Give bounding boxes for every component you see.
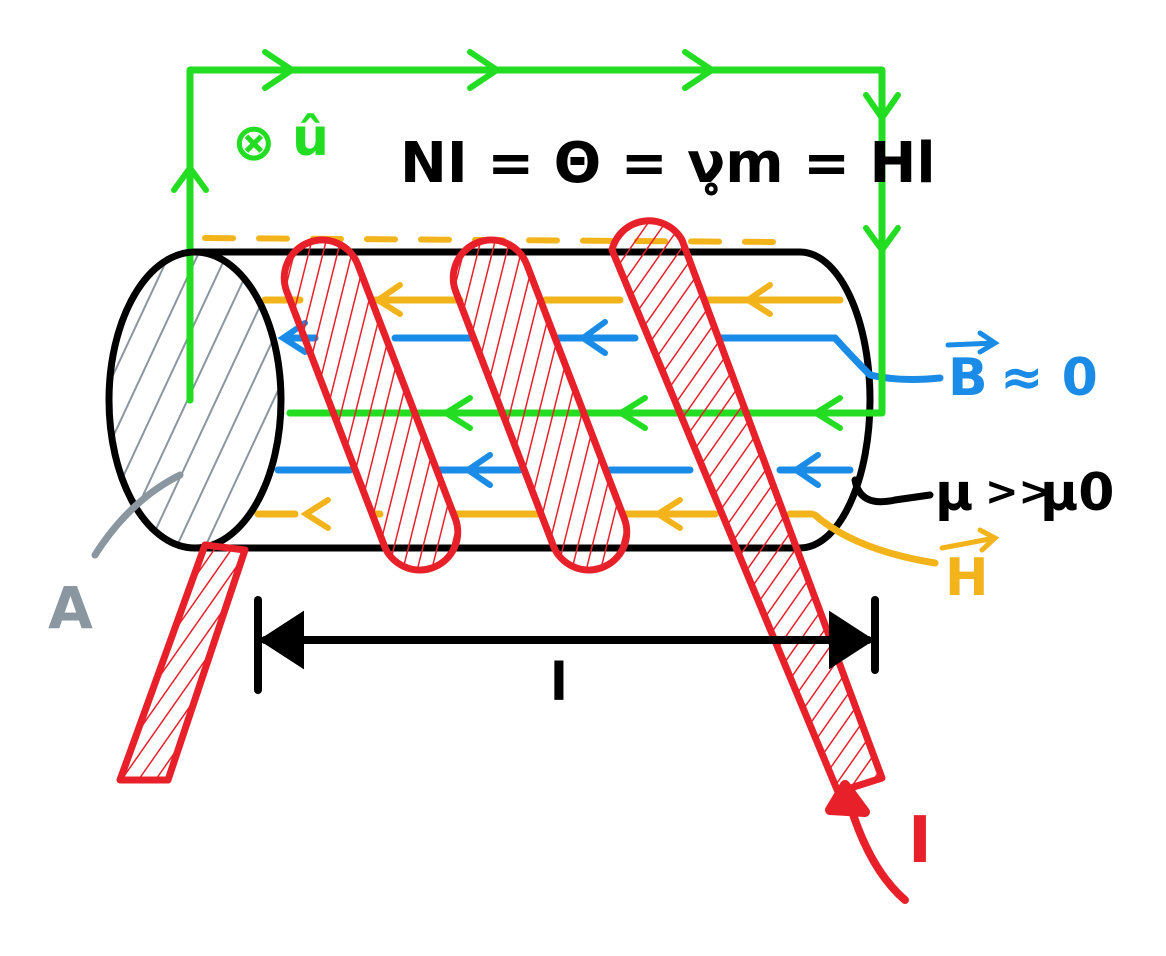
mu0-label: μ0 (1040, 463, 1114, 523)
b-field-lines (274, 334, 944, 474)
loop-arrowheads (171, 49, 901, 431)
h-label: H (945, 548, 989, 608)
current-label: I (908, 804, 932, 878)
b-vector-label: B (948, 348, 988, 408)
h-arrowheads (300, 282, 773, 531)
unit-vector-label: û (292, 108, 329, 168)
vector-bars (939, 330, 1000, 553)
h-field-lines (254, 296, 844, 518)
area-label: A (48, 574, 93, 642)
current-arrowhead (825, 780, 870, 817)
lead-out (608, 217, 886, 796)
winding-2 (449, 236, 631, 574)
length-dimension (254, 596, 879, 694)
equation: NI = Θ = ν̥m = Hl (400, 131, 936, 196)
mu-label: μ (935, 463, 973, 523)
current-leader (846, 801, 909, 904)
mu-leader (851, 476, 934, 506)
approx-zero-label: ≈ 0 (1000, 348, 1098, 408)
area-face (105, 248, 285, 552)
gtgt-label: >> (985, 469, 1052, 515)
coil-windings (116, 217, 886, 796)
area-leader (91, 471, 184, 559)
h-leader (811, 511, 939, 567)
winding-1 (280, 236, 462, 574)
lead-in (116, 541, 249, 784)
length-label: l (550, 653, 568, 713)
into-page-symbol: ⊗ (232, 113, 276, 173)
